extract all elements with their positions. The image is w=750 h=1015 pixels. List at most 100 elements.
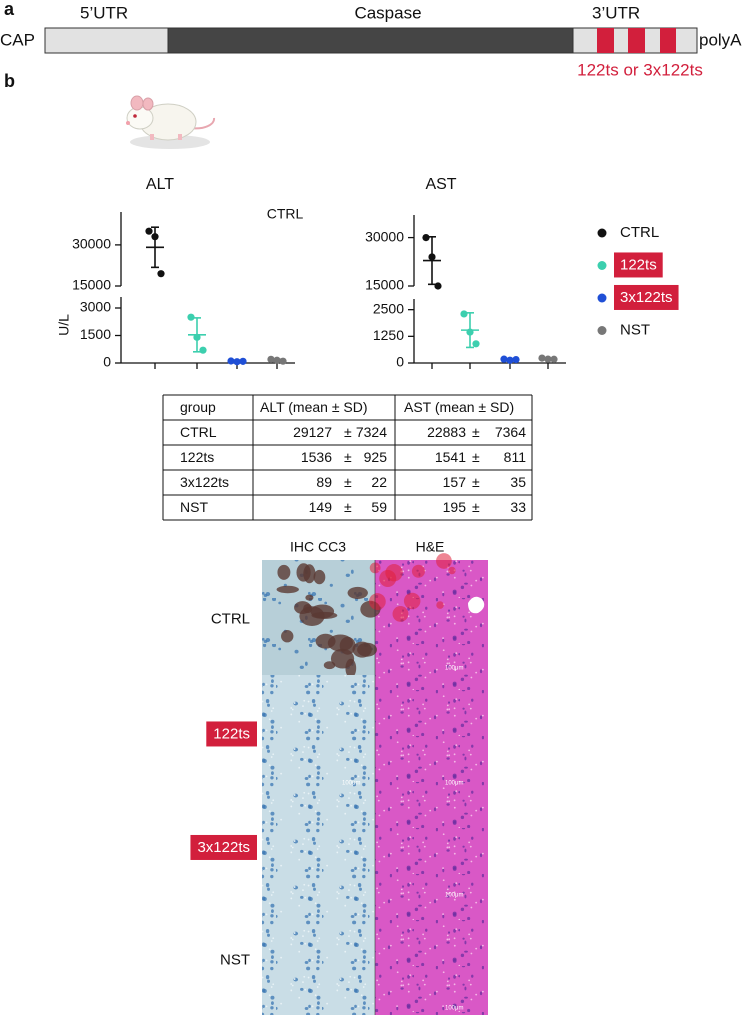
table-group: CTRL: [180, 424, 217, 440]
data-point: [279, 357, 287, 365]
cc3-stain: [327, 634, 353, 652]
data-point: [512, 355, 520, 364]
table-sd: 22: [371, 474, 387, 490]
data-point: [466, 328, 474, 336]
data-point: [273, 356, 281, 364]
y-tick-label: 30000: [365, 228, 404, 244]
data-point: [500, 355, 508, 363]
table-header: group: [180, 399, 216, 415]
highlight-box: [614, 252, 663, 278]
polya-label: polyA: [699, 30, 742, 49]
table-mean: 195: [443, 499, 467, 515]
legend-label: NST: [620, 321, 650, 338]
hemorrhage: [392, 605, 409, 622]
panel-label: a: [4, 0, 15, 19]
data-point: [267, 355, 275, 363]
cc3-stain: [277, 564, 291, 580]
hemorrhage: [385, 564, 403, 582]
table-sd: 33: [510, 499, 526, 515]
data-point: [472, 340, 480, 348]
table-mean: 1541: [435, 449, 466, 465]
table-pm: ±: [472, 499, 480, 515]
y-tick-label: 1500: [80, 326, 111, 342]
legend-label: CTRL: [620, 224, 659, 241]
cc3-stain: [347, 586, 368, 599]
y-tick-label: 0: [396, 354, 404, 370]
table-mean: 22883: [427, 424, 466, 440]
he-image: [375, 790, 488, 902]
table-mean: 157: [443, 474, 467, 490]
legend-marker: [597, 228, 607, 238]
legend-marker: [597, 261, 607, 270]
scale-label: 100μm: [445, 781, 463, 787]
table-mean: 149: [309, 499, 333, 515]
legend-label: 122ts: [620, 256, 657, 273]
y-tick-label: 1250: [373, 327, 404, 343]
utr5-box: [44, 27, 169, 54]
data-point: [428, 253, 436, 261]
data-point: [460, 310, 468, 318]
legend-marker: [597, 293, 607, 303]
cc3-stain: [313, 569, 326, 585]
table-sd: 811: [504, 449, 527, 465]
chart-title: ALT: [146, 176, 174, 193]
hemorrhage: [411, 564, 425, 578]
cc3-stain: [281, 630, 294, 643]
highlight-box: [190, 834, 257, 860]
y-tick-label: 30000: [72, 236, 111, 252]
table-sd: 925: [364, 449, 388, 465]
table-pm: ±: [344, 474, 352, 490]
data-point: [151, 233, 159, 241]
ear: [142, 97, 154, 111]
data-point: [550, 355, 558, 363]
target-label: 122ts or 3x122ts: [577, 60, 703, 79]
row-label: 122ts: [213, 725, 250, 742]
mouse-icon: [126, 95, 216, 149]
table-mean: 29127: [293, 424, 332, 440]
hemorrhage: [436, 601, 444, 609]
data-point: [187, 313, 195, 321]
table-pm: ±: [344, 424, 352, 440]
table-sd: 7364: [495, 424, 526, 440]
data-point: [422, 233, 430, 242]
data-point: [239, 357, 247, 365]
hemorrhage: [436, 553, 452, 569]
hemorrhage: [368, 593, 386, 610]
data-point: [506, 356, 514, 364]
data-point: [193, 333, 201, 341]
vessel: [468, 596, 485, 614]
y-tick-label: 15000: [72, 277, 111, 293]
table-sd: 35: [510, 474, 526, 490]
table-pm: ±: [472, 424, 480, 440]
ihc-image: [262, 675, 375, 790]
table-sd: 7324: [356, 424, 387, 440]
cc3-stain: [296, 563, 311, 582]
highlight-box: [614, 284, 679, 310]
segment-label: 3’UTR: [592, 3, 640, 22]
scale-label: 100μm: [445, 1006, 463, 1012]
cc3-stain: [305, 594, 314, 601]
data-point: [538, 354, 546, 362]
eye: [133, 114, 137, 118]
ear: [130, 95, 144, 111]
caspase-box: [167, 27, 574, 54]
row-label: CTRL: [211, 610, 250, 627]
image-header: H&E: [416, 539, 445, 555]
annotation: CTRL: [267, 206, 304, 222]
cc3-stain: [310, 604, 335, 619]
cc3-stain: [352, 641, 372, 658]
highlight-box: [206, 721, 257, 747]
chart-title: AST: [425, 176, 456, 193]
target-site: [628, 28, 645, 53]
table-pm: ±: [472, 449, 480, 465]
table-group: 3x122ts: [180, 474, 229, 490]
target-site: [597, 28, 614, 53]
data-point: [544, 355, 552, 363]
he-image: [375, 675, 488, 790]
table-pm: ±: [344, 449, 352, 465]
table-mean: 89: [316, 474, 332, 490]
table-group: NST: [180, 499, 208, 515]
paw: [150, 134, 154, 140]
data-point: [227, 357, 235, 365]
